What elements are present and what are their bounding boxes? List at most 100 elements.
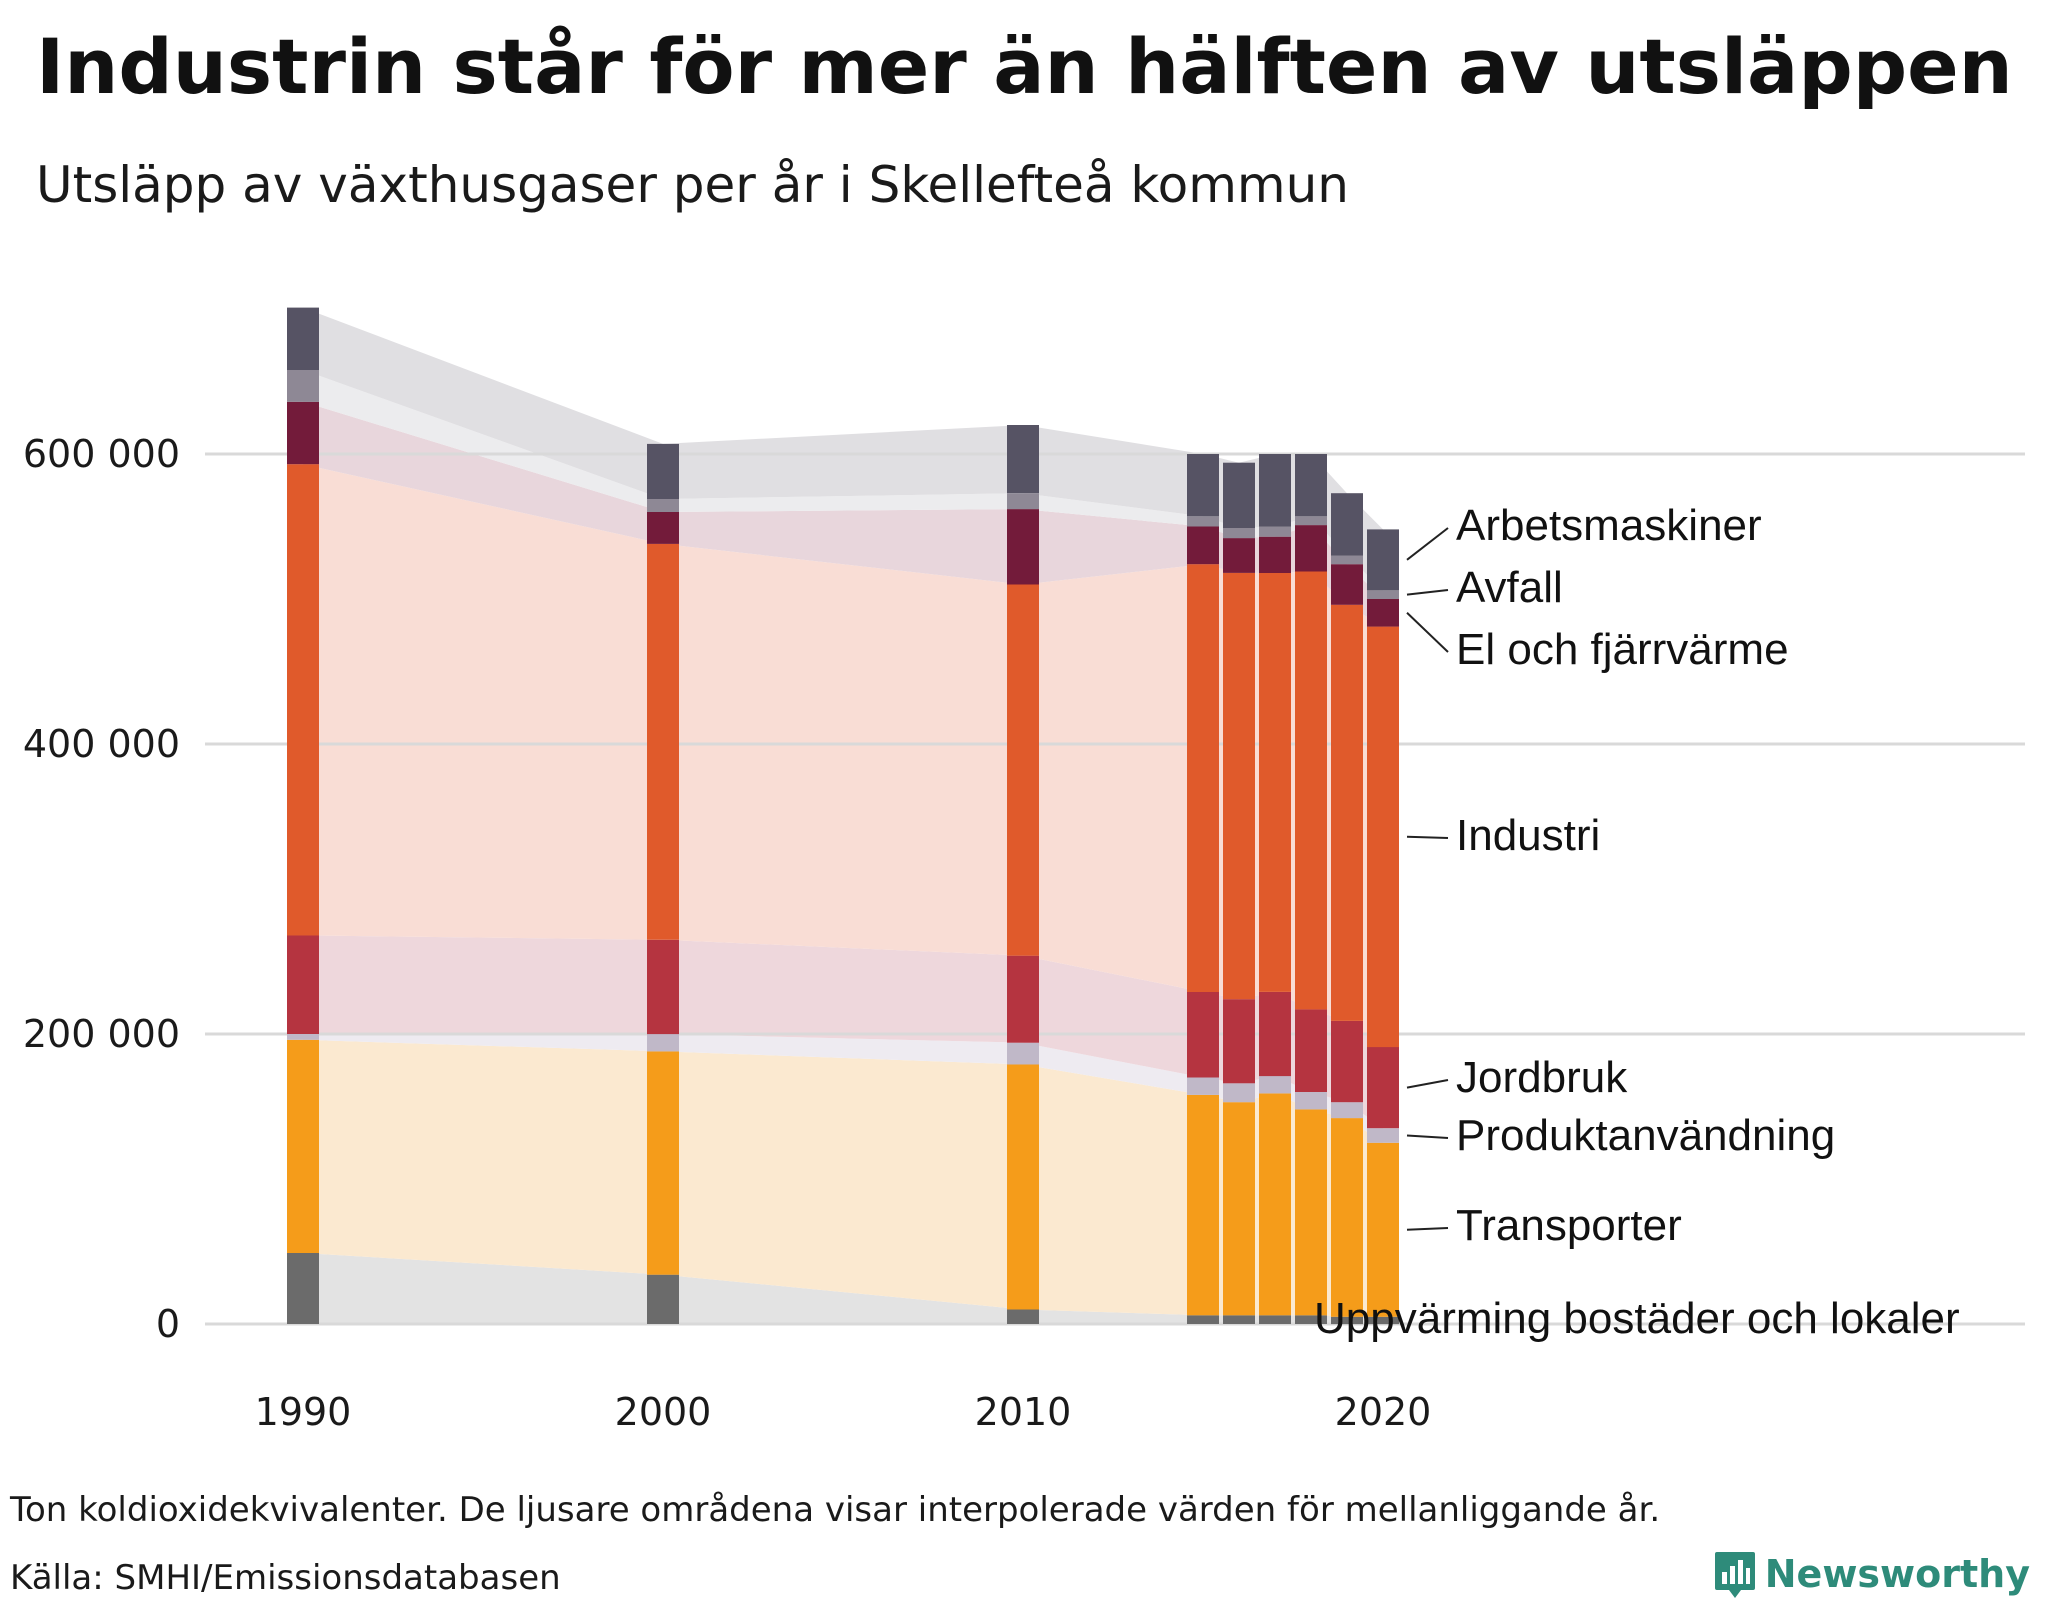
bar-segment-2016-1 [1223,1102,1255,1316]
chart-subtitle: Utsläpp av växthusgaser per år i Skellef… [36,156,1349,214]
bar-segment-2018-2 [1295,1092,1327,1110]
band-3 [303,935,1383,1129]
bar-segment-2010-3 [1007,955,1039,1043]
x-tick-label: 2020 [1335,1390,1432,1434]
bar-segment-2020-6 [1367,590,1399,599]
bar-segment-2015-3 [1187,992,1219,1078]
leader-line-6 [1406,589,1449,596]
bar-segment-2017-5 [1259,536,1291,573]
bar-segment-2017-1 [1259,1093,1291,1316]
bar-segment-2020-2 [1367,1128,1399,1143]
x-axis-ticks: 1990 2000 2010 2020 [255,1390,1432,1434]
bar-segment-2018-7 [1295,454,1327,517]
bar-segment-2019-0 [1331,1316,1363,1325]
bar-segment-2019-4 [1331,604,1363,1021]
bar-segment-2010-0 [1007,1309,1039,1324]
bar-segment-2000-4 [647,543,679,940]
series-label-5: El och fjärrvärme [1456,625,1789,674]
bar-segment-2016-7 [1223,462,1255,528]
bar-segment-2015-0 [1187,1315,1219,1324]
bar-segment-1990-1 [287,1039,319,1253]
bar-segment-2015-4 [1187,564,1219,992]
bar-segment-2020-4 [1367,626,1399,1048]
bar-segment-2015-5 [1187,526,1219,565]
bar-segment-2020-1 [1367,1142,1399,1317]
y-tick-label: 400 000 [23,722,180,766]
bar-segment-2010-6 [1007,493,1039,510]
bar-segment-2017-0 [1259,1315,1291,1324]
y-tick-label: 600 000 [23,432,180,476]
bars [287,307,1399,1325]
series-label-1: Transporter [1456,1201,1682,1250]
series-label-7: Arbetsmaskiner [1456,501,1762,550]
band-4 [303,464,1383,1047]
series-label-3: Jordbruk [1456,1053,1628,1102]
bar-segment-2019-5 [1331,564,1363,605]
series-label-uppvarmning: Uppvärming bostäder och lokaler [1314,1294,1960,1343]
bar-segment-2015-2 [1187,1077,1219,1095]
bar-segment-2015-1 [1187,1094,1219,1316]
brand-name: Newsworthy [1764,1552,2030,1596]
bar-segment-1990-7 [287,307,319,370]
bar-segment-2000-7 [647,443,679,499]
series-labels: Uppvärming bostäder och lokaler Transport… [1314,501,1960,1343]
bar-segment-2018-0 [1295,1315,1327,1324]
bar-segment-2010-5 [1007,509,1039,585]
bar-segment-2010-2 [1007,1042,1039,1065]
bar-segment-2016-0 [1223,1315,1255,1324]
band-1 [303,1039,1383,1317]
source-credit: Källa: SMHI/Emissionsdatabasen [10,1558,561,1598]
band-7 [303,307,1383,591]
bar-segment-2000-5 [647,512,679,544]
newsworthy-brand[interactable]: Newsworthy [1713,1548,2030,1600]
bar-segment-2015-7 [1187,454,1219,517]
bar-segment-2018-3 [1295,1009,1327,1092]
leader-line-3 [1406,1079,1449,1089]
band-0 [303,1253,1383,1324]
bar-segment-2020-7 [1367,529,1399,591]
y-axis-ticks: 0 200 000 400 000 600 000 [23,432,180,1346]
bar-segment-2019-2 [1331,1102,1363,1119]
x-tick-label: 2000 [615,1390,712,1434]
bar-segment-1990-2 [287,1034,319,1040]
leader-line-5 [1406,612,1449,653]
bar-segment-1990-4 [287,464,319,936]
bar-segment-2018-1 [1295,1109,1327,1316]
bar-segment-2015-6 [1187,516,1219,527]
bar-segment-1990-5 [287,401,319,465]
leader-line-7 [1406,527,1449,561]
bar-segment-2017-3 [1259,992,1291,1077]
bar-segment-2020-3 [1367,1047,1399,1129]
band-5 [303,401,1383,627]
bar-segment-2020-0 [1367,1316,1399,1325]
bar-segment-2017-4 [1259,572,1291,992]
bar-segment-1990-3 [287,935,319,1034]
bar-segment-2019-7 [1331,493,1363,556]
bar-segment-2000-6 [647,499,679,512]
bar-segment-2019-3 [1331,1021,1363,1103]
bar-segment-2018-6 [1295,516,1327,526]
band-2 [303,1034,1383,1143]
leader-line-1 [1406,1227,1449,1231]
gridlines [205,452,2025,1326]
bar-segment-2016-6 [1223,528,1255,539]
bar-segment-2017-7 [1259,454,1291,527]
bar-segment-2016-5 [1223,538,1255,573]
chart-title: Industrin står för mer än hälften av uts… [36,22,2013,111]
leader-line-4 [1406,835,1449,839]
bar-segment-2000-0 [647,1274,679,1324]
x-tick-label: 2010 [975,1390,1072,1434]
bar-segment-2000-2 [647,1034,679,1052]
y-tick-label: 0 [156,1302,180,1346]
bar-segment-2017-6 [1259,526,1291,537]
series-label-2: Produktanvändning [1456,1111,1835,1160]
footnote: Ton koldioxidekvivalenter. De ljusare om… [10,1490,1661,1530]
bar-segment-1990-6 [287,369,319,402]
x-tick-label: 1990 [255,1390,352,1434]
bar-segment-2000-1 [647,1051,679,1275]
bar-segment-2010-4 [1007,584,1039,956]
bar-segment-2017-2 [1259,1076,1291,1094]
interpolation-bands [303,307,1383,1324]
bar-segment-2016-3 [1223,999,1255,1084]
